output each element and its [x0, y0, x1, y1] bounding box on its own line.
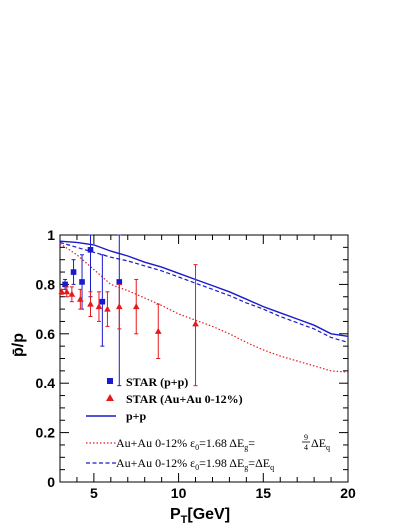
- point-star-pp-3: [87, 247, 94, 253]
- point-star-pp-5: [116, 279, 123, 285]
- axis-ticks: 5 10 15 20 0 0.2 0.4 0.6 0.8 1: [36, 227, 356, 501]
- legend-label-auau-168: Au+Au 0-12% ε0=1.68 ΔEg=: [116, 436, 255, 452]
- y-tick-label: 0.4: [36, 375, 56, 391]
- legend-label-auau-198: Au+Au 0-12% ε0=1.98 ΔEg=ΔEq: [116, 456, 274, 472]
- legend-label-auau-168-tail: ΔEq: [311, 436, 330, 452]
- legend-label-star-pp: STAR (p+p): [126, 375, 188, 389]
- point-star-auau-2: [68, 290, 76, 297]
- x-tick-label: 20: [340, 485, 356, 501]
- point-star-auau-6: [104, 305, 111, 312]
- y-tick-label: 0.6: [36, 326, 56, 342]
- point-star-auau-9: [154, 327, 162, 334]
- legend-fraction-num: 9: [304, 433, 308, 442]
- y-tick-label: 0.8: [36, 276, 56, 292]
- point-star-pp-0: [62, 281, 68, 288]
- y-axis-label: p̄/p: [10, 333, 27, 357]
- legend: STAR (p+p) STAR (Au+Au 0-12%) p+p Au+Au …: [86, 375, 330, 472]
- x-tick-label: 10: [171, 485, 187, 501]
- data-points: [58, 234, 199, 387]
- model-curves: [59, 240, 349, 373]
- point-star-auau-3: [77, 295, 84, 302]
- x-tick-label: 5: [90, 485, 98, 501]
- y-tick-label: 0: [47, 474, 55, 490]
- point-star-auau-1: [63, 288, 71, 295]
- series-line-4: [59, 241, 349, 343]
- legend-marker-star-pp: [107, 378, 113, 384]
- point-star-auau-0: [58, 288, 65, 295]
- point-star-auau-10: [192, 320, 199, 327]
- point-star-auau-8: [132, 303, 140, 310]
- y-tick-label: 0.2: [36, 425, 56, 441]
- legend-label-star-auau: STAR (Au+Au 0-12%): [126, 392, 243, 406]
- point-star-pp-4: [99, 298, 106, 305]
- point-star-pp-2: [79, 279, 85, 285]
- point-star-auau-5: [95, 303, 103, 310]
- x-axis-label: PT[GeV]: [170, 506, 230, 526]
- series-line-3: [59, 243, 349, 373]
- point-star-auau-4: [87, 300, 94, 307]
- point-star-pp-1: [70, 269, 77, 275]
- x-tick-label: 15: [256, 485, 272, 501]
- legend-fraction-den: 4: [304, 443, 308, 452]
- legend-label-pp: p+p: [126, 409, 147, 423]
- point-star-auau-7: [115, 303, 123, 310]
- legend-marker-star-auau: [106, 394, 114, 401]
- series-line-2: [59, 240, 349, 337]
- y-tick-label: 1: [47, 227, 55, 243]
